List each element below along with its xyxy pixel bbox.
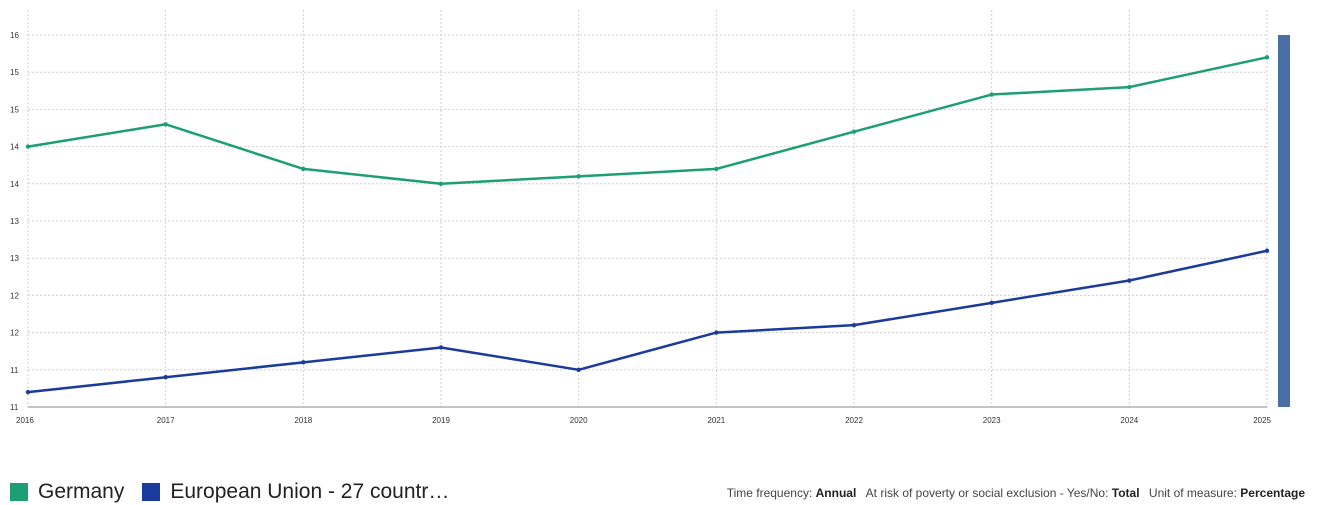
y-tick-label: 14 bbox=[10, 180, 19, 189]
y-tick-label: 11 bbox=[10, 403, 19, 412]
legend-swatch-germany bbox=[10, 483, 28, 501]
filter-summary: Time frequency: Annual At risk of povert… bbox=[727, 486, 1305, 500]
x-tick-label: 2018 bbox=[294, 416, 312, 425]
y-tick-label: 13 bbox=[10, 217, 19, 226]
legend-label-eu27: European Union - 27 countr… bbox=[170, 480, 450, 503]
data-point[interactable] bbox=[1127, 84, 1132, 90]
legend-item-eu27[interactable]: European Union - 27 countr… bbox=[142, 480, 449, 504]
y-tick-label: 11 bbox=[10, 366, 19, 375]
x-tick-label: 2019 bbox=[432, 416, 450, 425]
legend-item-germany[interactable]: Germany bbox=[10, 480, 124, 504]
data-point[interactable] bbox=[301, 360, 306, 365]
data-point[interactable] bbox=[438, 345, 444, 350]
data-point[interactable] bbox=[438, 181, 444, 186]
y-tick-label: 15 bbox=[10, 68, 19, 77]
y-tick-label: 13 bbox=[10, 254, 19, 263]
data-point[interactable] bbox=[989, 300, 994, 306]
x-tick-label: 2021 bbox=[707, 416, 725, 425]
x-tick-label: 2022 bbox=[845, 416, 863, 425]
data-point[interactable] bbox=[714, 166, 719, 172]
data-point[interactable] bbox=[163, 375, 168, 380]
data-point[interactable] bbox=[1264, 55, 1270, 60]
data-point[interactable] bbox=[25, 389, 31, 395]
x-tick-label: 2023 bbox=[983, 416, 1001, 425]
x-tick-label: 2025 bbox=[1253, 416, 1271, 425]
filter-unit-value: Percentage bbox=[1240, 486, 1305, 500]
line-chart: 16 15 15 14 14 13 13 12 12 11 11 2016 2017 2018 2019 20… bbox=[10, 10, 1290, 425]
series-line-germany[interactable] bbox=[27, 56, 1268, 186]
chart-legend: Germany European Union - 27 countr… bbox=[10, 480, 467, 504]
filter-unit-key: Unit of measure: bbox=[1148, 486, 1237, 500]
data-point[interactable] bbox=[25, 144, 31, 149]
data-point[interactable] bbox=[1264, 248, 1270, 253]
x-tick-label: 2020 bbox=[570, 416, 588, 425]
data-point[interactable] bbox=[301, 166, 306, 172]
y-tick-label: 12 bbox=[10, 291, 19, 300]
y-tick-label: 16 bbox=[10, 31, 19, 40]
data-point[interactable] bbox=[163, 122, 168, 127]
x-tick-label: 2016 bbox=[16, 416, 34, 425]
data-point[interactable] bbox=[989, 92, 994, 97]
filter-frequency-key: Time frequency: bbox=[726, 486, 813, 500]
x-tick-label: 2024 bbox=[1120, 416, 1138, 425]
data-point[interactable] bbox=[851, 129, 857, 134]
x-tick-label: 2017 bbox=[157, 416, 175, 425]
data-point[interactable] bbox=[576, 367, 581, 372]
vertical-scroll-indicator[interactable] bbox=[1278, 35, 1290, 407]
chart-tick-labels: 16 15 15 14 14 13 13 12 12 11 11 2016 2017 2018 2019 20… bbox=[10, 31, 1272, 425]
chart-grid bbox=[27, 10, 1268, 408]
y-tick-label: 14 bbox=[10, 143, 19, 152]
data-point[interactable] bbox=[851, 322, 857, 328]
data-point[interactable] bbox=[1127, 278, 1132, 283]
data-point[interactable] bbox=[576, 174, 581, 179]
filter-frequency-value: Annual bbox=[815, 486, 857, 500]
filter-poverty-key: At risk of poverty or social exclusion -… bbox=[865, 486, 1109, 500]
legend-swatch-eu27 bbox=[142, 483, 161, 501]
y-tick-label: 12 bbox=[10, 329, 19, 338]
y-tick-label: 15 bbox=[10, 105, 19, 114]
data-point[interactable] bbox=[714, 330, 719, 335]
chart-series bbox=[25, 55, 1270, 395]
filter-poverty-value: Total bbox=[1111, 486, 1140, 500]
series-line-eu27[interactable] bbox=[27, 249, 1268, 394]
legend-label-germany: Germany bbox=[38, 480, 125, 503]
